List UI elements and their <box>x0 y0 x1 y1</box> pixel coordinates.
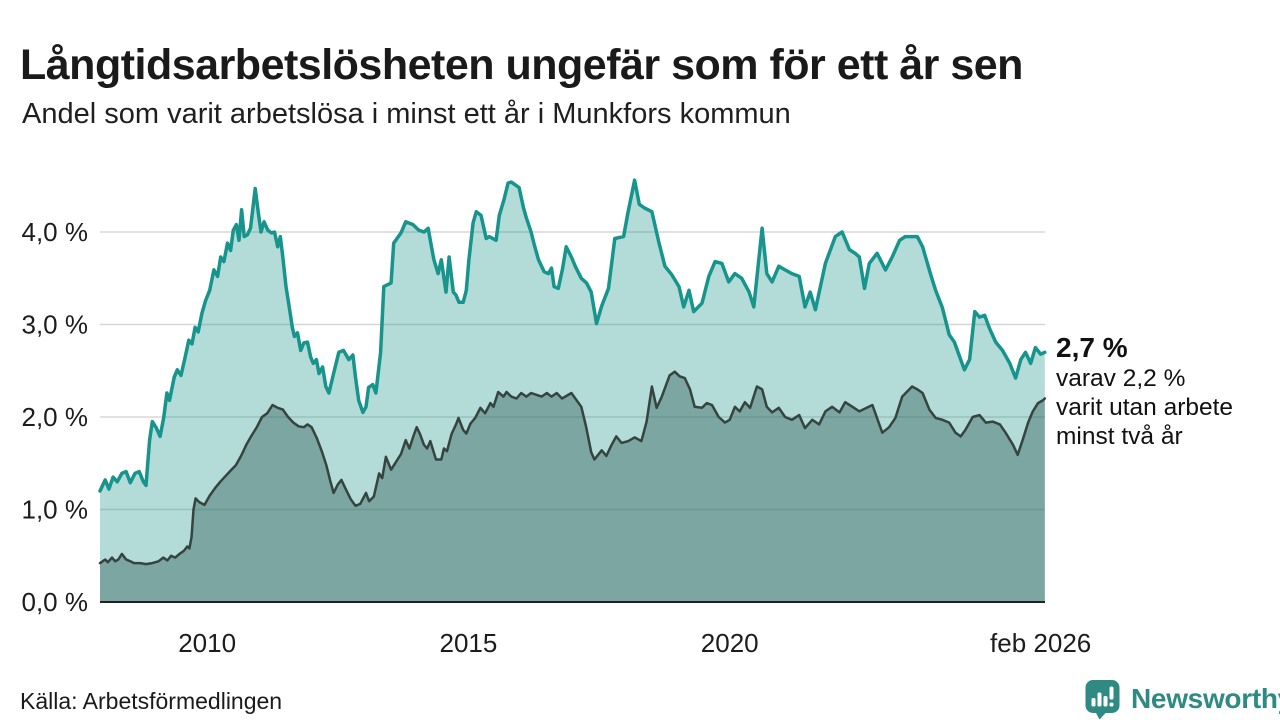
area-minst-tva-ar <box>100 371 1045 602</box>
x-axis-tick-label: 2020 <box>701 628 759 658</box>
annotation-detail-line: varav 2,2 % <box>1056 365 1186 392</box>
x-axis-tick-label: feb 2026 <box>990 628 1091 658</box>
x-axis-tick-label: 2015 <box>440 628 498 658</box>
y-axis-tick-label: 4,0 % <box>22 217 89 247</box>
line-minst-ett-ar <box>98 178 1047 493</box>
page-title: Långtidsarbetslösheten ungefär som för e… <box>20 40 1023 89</box>
y-axis-tick-label: 2,0 % <box>22 402 89 432</box>
source-note: Källa: Arbetsförmedlingen <box>20 688 283 714</box>
annotation-detail-line: varit utan arbete <box>1056 394 1234 421</box>
y-axis-tick-label: 0,0 % <box>22 587 89 617</box>
latest-value-annotation: 2,7 % varav 2,2 % varit utan arbete mins… <box>1056 332 1276 451</box>
newsworthy-logo-text: Newsworthy <box>1131 683 1280 714</box>
x-axis-tick-label: 2010 <box>178 628 236 658</box>
y-axis-tick-label: 1,0 % <box>22 495 89 525</box>
newsworthy-logo-icon <box>1085 680 1120 720</box>
area-minst-ett-ar <box>100 180 1045 602</box>
newsworthy-logo: Newsworthy <box>1083 678 1280 720</box>
latest-value-label: 2,7 % <box>1056 332 1128 363</box>
annotation-detail-line: minst två år <box>1056 423 1183 450</box>
page-subtitle: Andel som varit arbetslösa i minst ett å… <box>22 98 791 130</box>
y-axis-tick-label: 3,0 % <box>22 310 89 340</box>
line-minst-tva-ar <box>98 370 1047 566</box>
